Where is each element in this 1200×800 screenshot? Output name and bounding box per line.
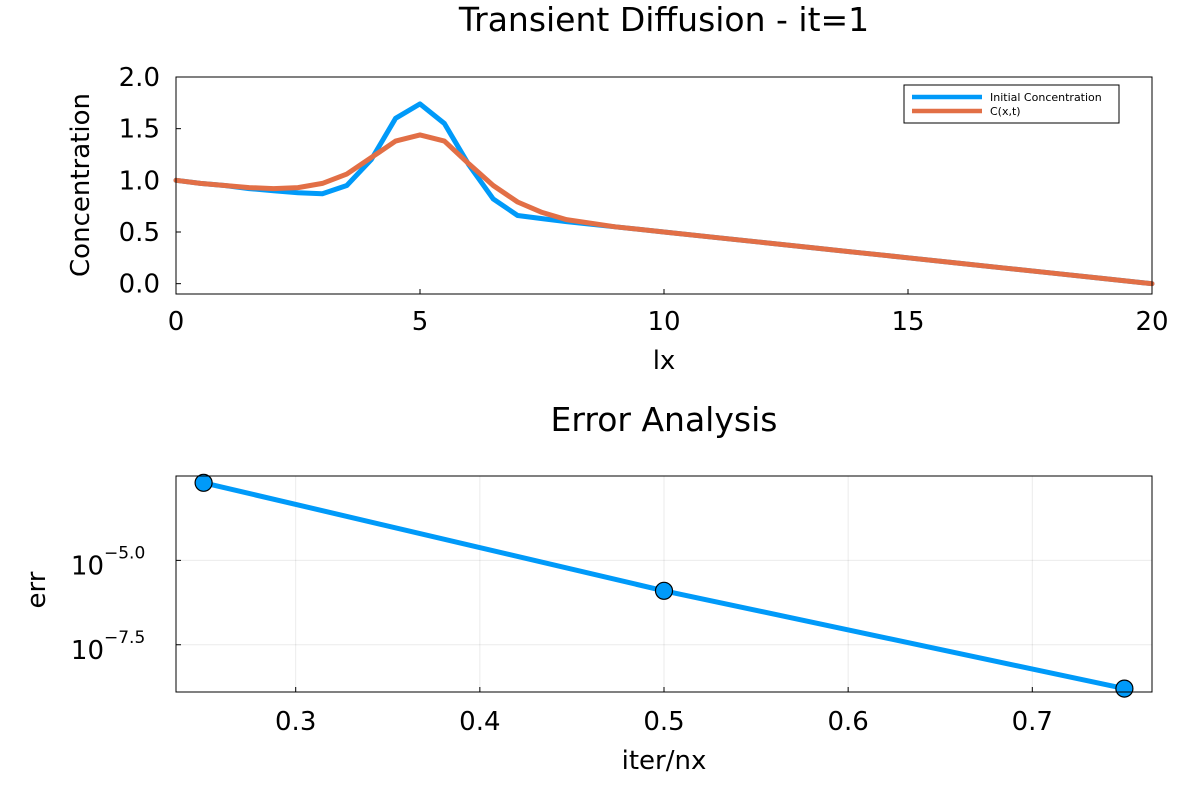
- y-tick-label: 1.5: [119, 115, 160, 145]
- error-x-axis-label: iter/nx: [622, 746, 707, 776]
- diffusion-series-lines: [173, 101, 1155, 287]
- error-markers: [194, 473, 1134, 698]
- error-y-axis-label: err: [22, 571, 52, 608]
- x-tick-label: 10: [647, 307, 680, 337]
- data-point-marker: [654, 581, 674, 600]
- diffusion-legend: Initial Concentration C(x,t): [903, 84, 1120, 124]
- error-grid: [176, 476, 1152, 692]
- error-panel: Error Analysis 0.3 0.4 0.5 0.6 0.710 −5.010 −7…: [22, 400, 1153, 776]
- y-tick-label: 2.0: [119, 63, 160, 93]
- diffusion-plot-frame: [175, 76, 1153, 295]
- y-tick-base: 10: [71, 636, 104, 666]
- diffusion-chart-title: Transient Diffusion - it=1: [458, 0, 869, 39]
- legend-label-cxt: C(x,t): [990, 105, 1021, 118]
- diffusion-x-axis-label: lx: [653, 346, 676, 376]
- y-tick-label: 0.0: [119, 270, 160, 300]
- x-tick-label: 0.5: [643, 707, 684, 737]
- x-tick-label: 5: [412, 307, 429, 337]
- x-tick-label: 0.3: [275, 707, 316, 737]
- error-plot-frame: [175, 475, 1153, 693]
- y-tick-label: 10 −5.0: [71, 543, 145, 581]
- x-tick-label: 0.4: [459, 707, 500, 737]
- y-tick-label: 10 −7.5: [71, 628, 145, 666]
- y-tick-base: 10: [71, 551, 104, 581]
- legend-box: [903, 84, 1120, 124]
- x-tick-label: 0.6: [827, 707, 868, 737]
- x-tick-label: 0.7: [1012, 707, 1053, 737]
- data-point-marker: [1115, 679, 1134, 698]
- x-tick-label: 15: [891, 307, 924, 337]
- series-line-cxt: [173, 132, 1155, 287]
- y-tick-label: 1.0: [119, 166, 160, 196]
- y-tick-label: 0.5: [119, 218, 160, 248]
- diffusion-ticks: 0 5 10 15 20 0.0 0.5 1.0 1.5 2.0: [119, 63, 1169, 337]
- diffusion-y-axis-label: Concentration: [66, 93, 96, 277]
- error-chart-title: Error Analysis: [551, 400, 778, 439]
- diffusion-panel: Transient Diffusion - it=1 0 5 10 15 20 0.0 0.…: [66, 0, 1169, 376]
- y-tick-exponent: −7.5: [104, 628, 145, 648]
- legend-label-initial: Initial Concentration: [990, 91, 1102, 104]
- y-tick-exponent: −5.0: [104, 543, 145, 563]
- data-point-marker: [194, 473, 213, 492]
- error-ticks: 0.3 0.4 0.5 0.6 0.710 −5.010 −7.5: [71, 543, 1053, 737]
- x-tick-label: 20: [1135, 307, 1168, 337]
- x-tick-label: 0: [168, 307, 185, 337]
